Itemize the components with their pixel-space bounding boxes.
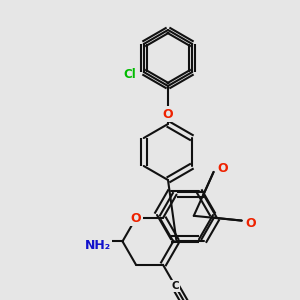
- Text: C: C: [171, 281, 179, 291]
- Text: O: O: [163, 107, 173, 121]
- Text: O: O: [131, 212, 141, 224]
- Text: O: O: [217, 162, 228, 176]
- Text: O: O: [245, 217, 256, 230]
- Text: NH₂: NH₂: [85, 239, 111, 252]
- Text: Cl: Cl: [123, 68, 136, 80]
